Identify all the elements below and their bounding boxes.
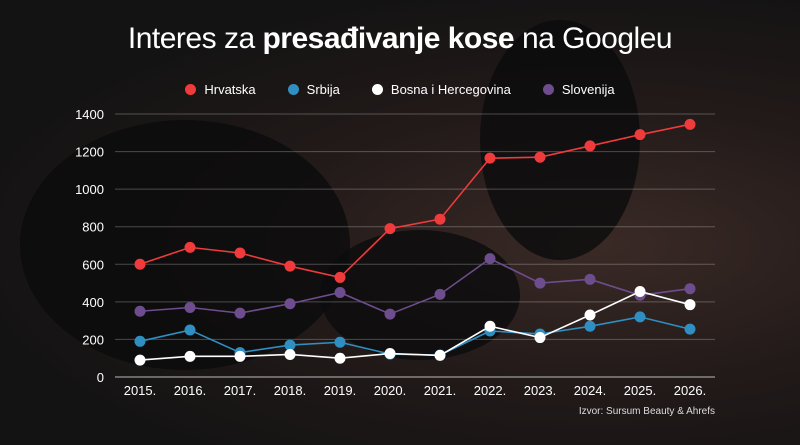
series-line-slovenija xyxy=(139,257,691,315)
data-point xyxy=(134,305,146,317)
data-point xyxy=(234,307,246,319)
data-point xyxy=(384,348,396,360)
data-point xyxy=(484,152,496,164)
data-point xyxy=(534,332,546,344)
legend-label: Srbija xyxy=(306,82,340,97)
chart-title: Interes za presađivanje kose na Googleu xyxy=(0,22,800,56)
data-point xyxy=(134,335,146,347)
data-point xyxy=(284,339,296,351)
y-tick-label: 1200 xyxy=(75,145,104,160)
data-point xyxy=(584,320,596,332)
y-tick-label: 400 xyxy=(82,295,104,310)
legend: Hrvatska Srbija Bosna i Hercegovina Sloveni… xyxy=(0,82,800,97)
data-point xyxy=(334,271,346,283)
title-post: na Googleu xyxy=(514,22,673,55)
data-point xyxy=(434,349,446,361)
legend-item: Bosna i Hercegovina xyxy=(371,82,511,97)
x-tick-label: 2023. xyxy=(524,383,557,398)
data-point xyxy=(284,298,296,310)
legend-marker xyxy=(287,84,299,95)
data-point xyxy=(134,354,146,366)
legend-marker xyxy=(542,84,554,95)
data-point xyxy=(334,286,346,298)
x-tick-label: 2019. xyxy=(324,383,357,398)
data-point xyxy=(434,288,446,300)
data-point xyxy=(134,258,146,270)
data-point xyxy=(334,352,346,364)
x-tick-label: 2024. xyxy=(574,383,607,398)
series-line-hrvatska xyxy=(139,123,691,279)
data-point xyxy=(584,140,596,152)
legend-marker xyxy=(371,84,383,95)
data-point xyxy=(234,247,246,259)
data-point xyxy=(384,308,396,320)
data-point xyxy=(634,286,646,298)
data-point xyxy=(384,223,396,235)
x-tick-label: 2017. xyxy=(224,383,257,398)
data-point xyxy=(534,151,546,163)
y-tick-label: 0 xyxy=(97,370,104,385)
y-tick-label: 1400 xyxy=(75,107,104,122)
title-bold: presađivanje kose xyxy=(262,22,515,55)
y-tick-label: 1000 xyxy=(75,182,104,197)
data-point xyxy=(584,273,596,285)
legend-item: Srbija xyxy=(287,82,340,97)
y-tick-label: 200 xyxy=(82,332,104,347)
x-tick-label: 2018. xyxy=(274,383,307,398)
data-point xyxy=(184,324,196,336)
x-tick-label: 2020. xyxy=(374,383,407,398)
data-point xyxy=(684,323,696,335)
x-tick-label: 2025. xyxy=(624,383,657,398)
data-point xyxy=(534,277,546,289)
series-line-srbija xyxy=(139,316,691,356)
x-tick-label: 2016. xyxy=(174,383,207,398)
data-point xyxy=(284,260,296,272)
data-point xyxy=(434,213,446,225)
data-point xyxy=(684,118,696,130)
data-point xyxy=(634,311,646,323)
x-tick-label: 2015. xyxy=(124,383,157,398)
data-point xyxy=(284,348,296,360)
data-point xyxy=(184,350,196,362)
title-pre: Interes za xyxy=(127,22,263,55)
x-tick-label: 2021. xyxy=(424,383,457,398)
data-point xyxy=(484,253,496,265)
legend-label: Hrvatska xyxy=(204,82,256,97)
legend-label: Slovenija xyxy=(561,82,615,97)
legend-item: Slovenija xyxy=(542,82,615,97)
data-point xyxy=(684,283,696,295)
data-point xyxy=(484,320,496,332)
x-tick-label: 2026. xyxy=(674,383,707,398)
data-point xyxy=(634,129,646,141)
legend-marker xyxy=(185,84,197,95)
data-point xyxy=(184,241,196,253)
data-point xyxy=(334,336,346,348)
data-point xyxy=(234,350,246,362)
data-point xyxy=(684,299,696,311)
legend-label: Bosna i Hercegovina xyxy=(390,82,511,97)
x-tick-label: 2022. xyxy=(474,383,507,398)
y-tick-label: 800 xyxy=(82,220,104,235)
series-line-bosna-i-hercegovina xyxy=(139,290,691,361)
data-point xyxy=(584,309,596,321)
y-tick-label: 600 xyxy=(82,257,104,272)
legend-item: Hrvatska xyxy=(185,82,256,97)
source-note: Izvor: Sursum Beauty & Ahrefs xyxy=(578,406,715,417)
data-point xyxy=(184,301,196,313)
